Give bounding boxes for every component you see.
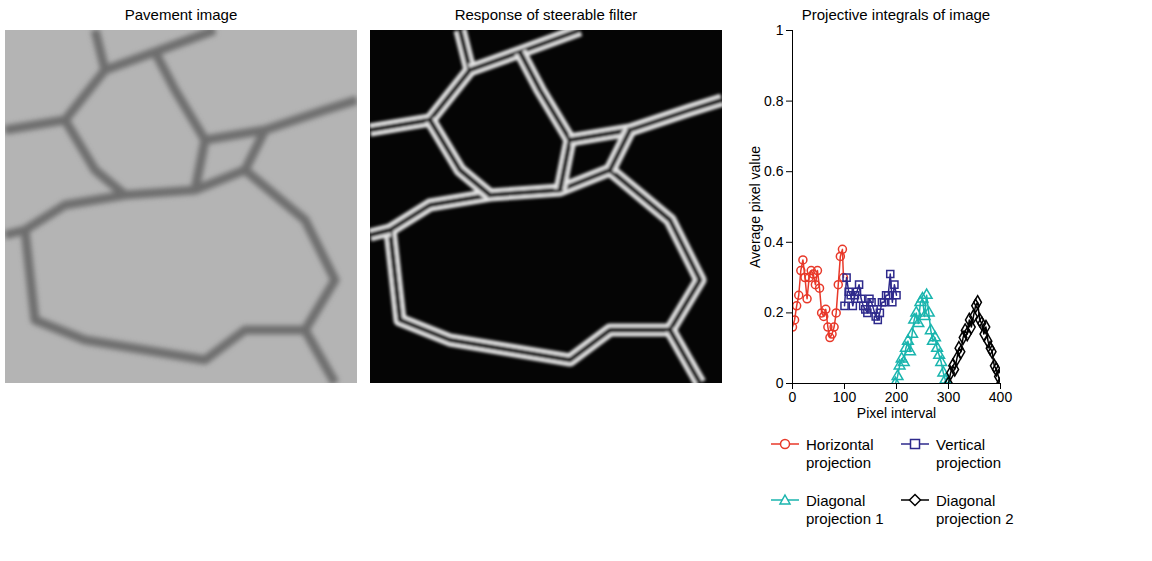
svg-text:Average pixel value: Average pixel value (747, 146, 763, 268)
svg-text:1: 1 (776, 22, 784, 38)
svg-text:0.4: 0.4 (764, 234, 784, 250)
svg-text:0.6: 0.6 (764, 163, 784, 179)
html-text:Projective integrals of image: Projective integrals of image (801, 6, 991, 23)
svg-text:0.8: 0.8 (764, 93, 784, 109)
svg-text:100: 100 (833, 389, 857, 405)
svg-text:0: 0 (789, 389, 797, 405)
svg-text:200: 200 (885, 389, 909, 405)
html-text:Vertical projection: Vertical projection (936, 436, 1001, 471)
svg-text:0: 0 (776, 375, 784, 391)
html-text:Diagonal projection 1: Diagonal projection 1 (806, 492, 884, 527)
svg-text:300: 300 (937, 389, 961, 405)
html-text:Horizontal projection: Horizontal projection (806, 436, 874, 471)
html-text:Diagonal projection 2: Diagonal projection 2 (936, 492, 1014, 527)
svg-text:0.2: 0.2 (764, 304, 784, 320)
svg-text:400: 400 (989, 389, 1013, 405)
html-text:Pavement image: Pavement image (124, 6, 238, 23)
svg-text:Pixel interval: Pixel interval (857, 405, 936, 421)
html-text:Response of steerable filter: Response of steerable filter (454, 6, 638, 23)
